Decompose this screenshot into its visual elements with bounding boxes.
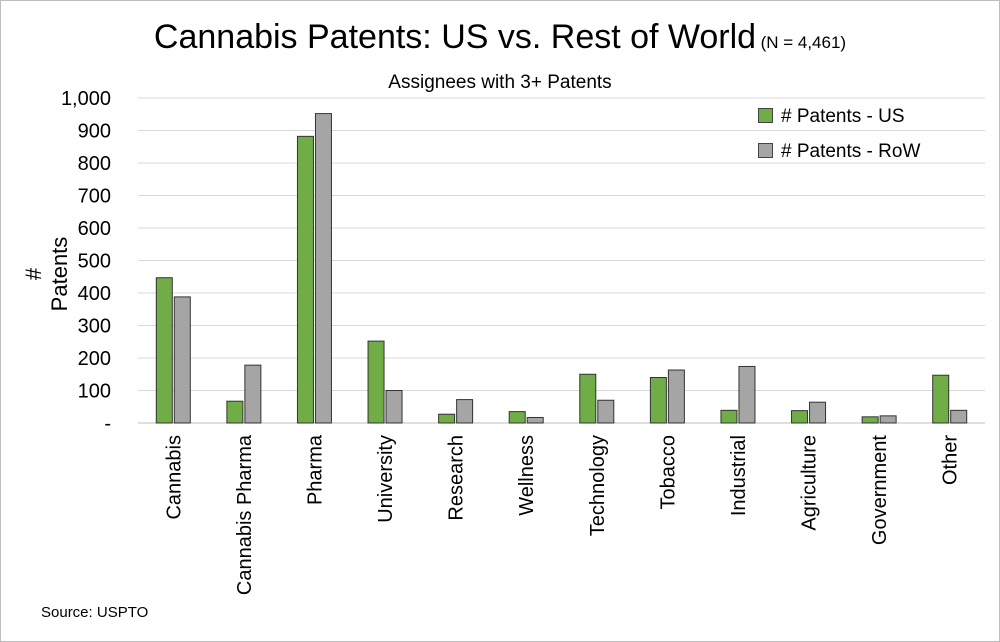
- legend-item-row: # Patents - RoW: [758, 141, 920, 163]
- chart-title-note: (N = 4,461): [760, 33, 847, 52]
- x-tick-label: Tobacco: [657, 435, 679, 510]
- x-tick-label: Wellness: [516, 435, 538, 516]
- bar-row: [456, 399, 474, 424]
- y-tick-label: 800: [78, 153, 111, 175]
- x-tick-label: Research: [446, 435, 468, 521]
- bar-us: [791, 410, 809, 424]
- source-note: Source: USPTO: [41, 604, 149, 621]
- chart-subtitle: Assignees with 3+ Patents: [388, 72, 612, 93]
- x-tick-label: Cannabis Pharma: [234, 434, 256, 595]
- bar-row: [738, 365, 756, 424]
- y-tick-label: 700: [78, 186, 111, 208]
- y-tick-label: 300: [78, 316, 111, 338]
- y-tick-label: 400: [78, 283, 111, 305]
- y-tick-label: 600: [78, 218, 111, 240]
- chart-title: Cannabis Patents: US vs. Rest of World: [153, 18, 757, 56]
- y-tick-label: 500: [78, 251, 111, 273]
- bar-us: [438, 413, 456, 424]
- x-tick-label: Pharma: [304, 434, 326, 505]
- x-tick-label: Agriculture: [799, 435, 821, 531]
- bar-us: [861, 416, 879, 424]
- legend-label-us: # Patents - US: [781, 106, 905, 127]
- bar-row: [244, 364, 262, 424]
- bar-us: [649, 377, 667, 424]
- x-tick-label: Industrial: [728, 435, 750, 516]
- y-tick-label: 900: [78, 121, 111, 143]
- bar-row: [809, 401, 827, 424]
- bar-us: [296, 135, 314, 424]
- x-tick-label: Other: [940, 435, 962, 485]
- y-tick-label: 100: [78, 381, 111, 403]
- y-tick-label: 1,000: [61, 88, 111, 110]
- legend-label-row: # Patents - RoW: [781, 141, 921, 162]
- x-tick-label: Cannabis: [163, 435, 185, 520]
- x-tick-label: Technology: [587, 435, 609, 536]
- chart-title-line: Cannabis Patents: US vs. Rest of World (…: [0, 18, 1000, 57]
- bar-row: [879, 415, 897, 424]
- bar-us: [367, 340, 385, 424]
- legend-swatch-us: [758, 108, 773, 123]
- bar-row: [385, 390, 403, 424]
- bar-us: [226, 400, 244, 424]
- bar-us: [720, 409, 738, 424]
- legend-item-us: # Patents - US: [758, 106, 905, 128]
- x-tick-label: Government: [869, 435, 891, 545]
- bar-us: [155, 277, 173, 424]
- bar-row: [950, 409, 968, 424]
- y-tick-label: -: [104, 413, 111, 435]
- bar-row: [667, 369, 685, 424]
- x-tick-label: University: [375, 435, 397, 523]
- y-tick-label: 200: [78, 348, 111, 370]
- bar-row: [526, 416, 544, 424]
- bar-row: [597, 399, 615, 424]
- bar-row: [173, 296, 191, 424]
- bar-us: [932, 374, 950, 424]
- bar-row: [314, 113, 332, 424]
- bar-us: [579, 373, 597, 424]
- bar-us: [508, 411, 526, 424]
- legend-swatch-row: [758, 143, 773, 158]
